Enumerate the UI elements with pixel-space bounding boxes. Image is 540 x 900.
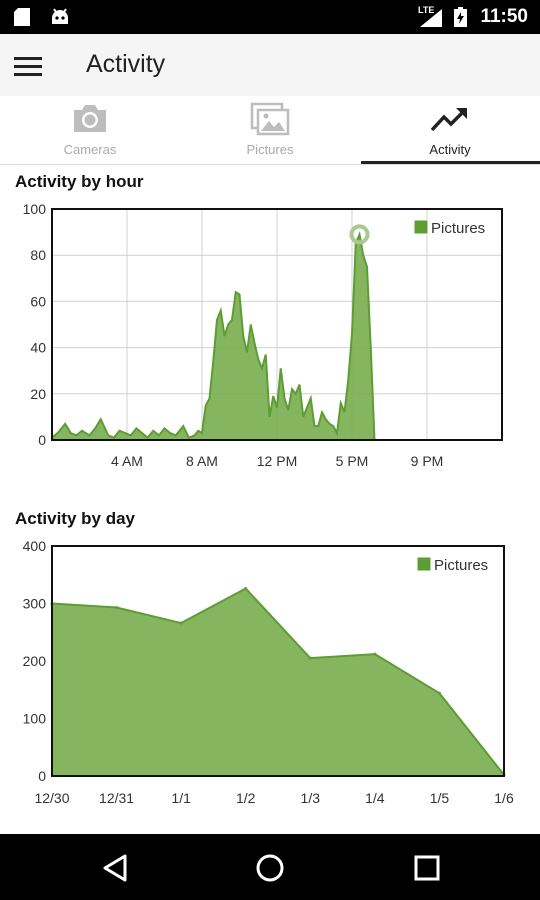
x-tick-label: 12/31 <box>99 790 134 806</box>
data-point <box>179 621 183 625</box>
activity-by-day-chart: 0 100 200 300 400 12/30 12/31 1/1 1/2 1/3 1/4 1/5 1/… <box>23 538 514 806</box>
tab-label: Cameras <box>63 142 117 157</box>
y-tick-label: 0 <box>38 768 46 784</box>
data-point <box>244 587 248 591</box>
app-bar: Activity <box>0 34 540 96</box>
peak-marker <box>349 224 370 245</box>
android-icon <box>52 8 68 24</box>
x-tick-label: 1/6 <box>494 790 514 806</box>
back-button[interactable] <box>95 850 135 886</box>
network-type: LTE <box>418 5 435 15</box>
activity-by-day-title: Activity by day <box>15 509 135 528</box>
activity-by-hour-chart: 0 20 40 60 80 100 4 AM 8 AM 12 PM 5 PM 9 PM Picture… <box>23 201 503 469</box>
activity-by-hour-title: Activity by hour <box>15 172 144 191</box>
y-tick-label: 80 <box>30 247 46 263</box>
clock: 11:50 <box>480 6 528 27</box>
x-tick-label: 1/1 <box>171 790 191 806</box>
tab-indicator <box>361 161 540 164</box>
tab-cameras[interactable]: Cameras <box>0 96 180 164</box>
y-tick-label: 100 <box>23 201 47 217</box>
camera-icon <box>74 105 106 132</box>
y-tick-label: 0 <box>38 432 46 448</box>
x-tick-label: 8 AM <box>186 453 218 469</box>
x-tick-label: 12/30 <box>34 790 69 806</box>
tab-label: Pictures <box>246 142 294 157</box>
menu-button[interactable] <box>10 51 46 81</box>
data-point <box>437 691 441 695</box>
pictures-icon <box>250 102 290 136</box>
back-icon <box>103 854 127 882</box>
x-tick-label: 1/5 <box>430 790 450 806</box>
recents-icon <box>414 855 440 881</box>
series-line-pictures <box>51 230 497 441</box>
data-point <box>373 652 377 656</box>
x-tick-label: 1/3 <box>301 790 321 806</box>
plot-border <box>51 208 503 441</box>
x-tick-label: 9 PM <box>411 453 444 469</box>
status-bar: LTE 11:50 <box>0 0 540 34</box>
y-tick-label: 400 <box>23 538 47 554</box>
series-line-pictures <box>51 587 505 776</box>
y-tick-label: 40 <box>30 340 46 356</box>
legend-label: Pictures <box>431 220 485 237</box>
legend-swatch <box>413 219 429 235</box>
recents-button[interactable] <box>407 850 447 886</box>
tab-bar: Cameras Pictures Activity <box>0 96 540 165</box>
navigation-bar <box>0 834 540 900</box>
legend-label: Pictures <box>434 557 488 574</box>
trending-up-icon <box>430 108 467 132</box>
home-icon <box>256 854 284 882</box>
series-area-pictures <box>52 588 504 776</box>
tab-label: Activity <box>429 142 471 157</box>
x-tick-label: 5 PM <box>336 453 369 469</box>
tab-pictures[interactable]: Pictures <box>180 96 360 164</box>
x-tick-label: 1/2 <box>236 790 256 806</box>
hamburger-menu-icon <box>14 57 42 76</box>
legend-swatch <box>416 556 432 572</box>
data-point <box>308 656 312 660</box>
x-tick-label: 1/4 <box>365 790 385 806</box>
plot-border <box>51 545 505 777</box>
sd-card-icon <box>14 8 30 26</box>
x-tick-label: 12 PM <box>257 453 297 469</box>
signal-icon <box>420 9 442 27</box>
data-point <box>115 606 119 610</box>
battery-icon <box>454 7 467 27</box>
page-title: Activity <box>86 50 166 78</box>
tab-activity[interactable]: Activity <box>360 96 540 164</box>
y-tick-label: 20 <box>30 386 46 402</box>
y-tick-label: 200 <box>23 653 47 669</box>
y-tick-label: 300 <box>23 596 47 612</box>
y-tick-label: 60 <box>30 293 46 309</box>
home-button[interactable] <box>250 850 290 886</box>
x-tick-label: 4 AM <box>111 453 143 469</box>
y-tick-label: 100 <box>23 711 47 727</box>
